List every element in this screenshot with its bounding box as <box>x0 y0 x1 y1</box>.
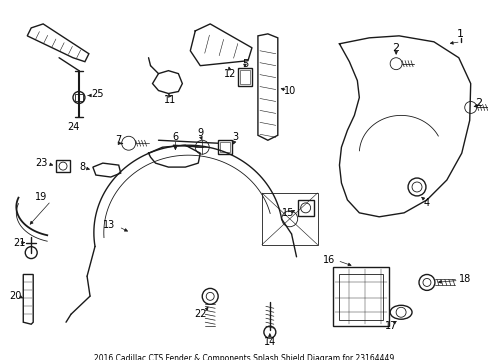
Text: 22: 22 <box>194 309 206 319</box>
Text: 17: 17 <box>384 321 397 331</box>
Text: 10: 10 <box>283 86 295 95</box>
Text: 15: 15 <box>281 208 293 218</box>
Text: 20: 20 <box>9 291 21 301</box>
Text: 19: 19 <box>35 192 47 202</box>
Text: 12: 12 <box>224 69 236 78</box>
Bar <box>238 68 251 86</box>
Text: 2016 Cadillac CTS Fender & Components Splash Shield Diagram for 23164449: 2016 Cadillac CTS Fender & Components Sp… <box>94 354 393 360</box>
Text: 14: 14 <box>263 337 275 347</box>
Text: 3: 3 <box>231 132 238 142</box>
Bar <box>56 160 70 172</box>
Bar <box>262 193 317 245</box>
Bar <box>220 142 230 152</box>
Text: 11: 11 <box>164 95 176 105</box>
Text: 1: 1 <box>456 29 463 39</box>
Text: 6: 6 <box>172 132 178 142</box>
Text: 18: 18 <box>458 274 470 284</box>
Text: 25: 25 <box>91 89 103 99</box>
Text: 13: 13 <box>102 220 115 230</box>
Bar <box>75 94 83 102</box>
Text: 9: 9 <box>197 128 203 138</box>
Text: 5: 5 <box>242 59 247 69</box>
Bar <box>240 69 249 84</box>
Text: 23: 23 <box>35 158 47 168</box>
Bar <box>339 274 383 320</box>
Text: 2: 2 <box>474 98 481 108</box>
Text: 2: 2 <box>392 43 399 53</box>
Text: 16: 16 <box>323 255 335 265</box>
Text: 24: 24 <box>67 122 79 132</box>
Text: 4: 4 <box>423 198 429 208</box>
Bar <box>218 140 232 154</box>
Text: 7: 7 <box>115 135 122 145</box>
Text: 21: 21 <box>13 238 25 248</box>
Text: 8: 8 <box>80 162 86 172</box>
Bar <box>297 200 313 216</box>
